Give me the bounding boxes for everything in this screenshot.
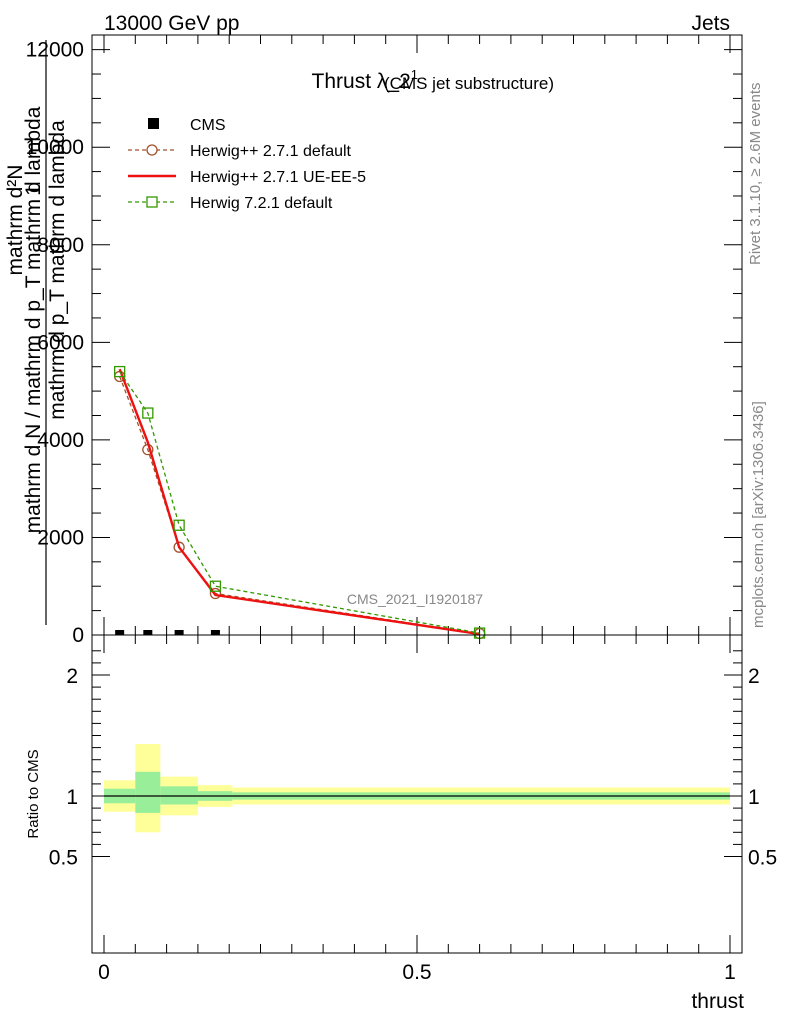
ratio-band-bin [135, 771, 161, 813]
y-label-denominator: mathrm d N / mathrm d p_T mathrm d lambd… [22, 106, 45, 533]
top-y-tick-label: 4000 [37, 429, 84, 452]
chart-subtitle: (CMS jet substructure) [384, 74, 554, 93]
y-label-extra: mathrm d p_T mathrm d lambda [46, 120, 69, 420]
ratio-y-tick-label: 2 [66, 665, 78, 688]
ratio-x-tick-label: 0 [98, 961, 110, 984]
legend-marker-cms [148, 118, 159, 129]
ratio-x-tick-label: 0.5 [402, 961, 431, 984]
cms-data-point [115, 630, 125, 635]
legend-label: Herwig++ 2.7.1 UE-EE-5 [190, 169, 366, 186]
ratio-band-bin [160, 786, 198, 805]
ratio-x-axis: 0 0.5 1 [98, 635, 736, 984]
legend-marker-square [146, 196, 158, 208]
ratio-y-tick-label: 0.5 [49, 847, 78, 870]
legend: CMS Herwig++ 2.7.1 default Herwig++ 2.7.1 … [128, 117, 366, 212]
top-y-tick-label: 12000 [26, 39, 84, 62]
top-y-axis: 0 2000 4000 6000 8000 10000 12000 [26, 39, 742, 647]
cms-data-point [143, 630, 153, 635]
top-y-tick-label: 6000 [37, 331, 84, 354]
header-left: 13000 GeV pp [104, 12, 239, 35]
legend-label: Herwig 7.2.1 default [190, 195, 333, 212]
ratio-y-label: Ratio to CMS [25, 749, 42, 838]
series-point-square [142, 407, 154, 419]
ratio-x-tick-label: 1 [724, 961, 736, 984]
top-y-label: 1 mathrm d N / mathrm d p_T mathrm d lam… [4, 40, 69, 625]
top-y-tick-label: 8000 [37, 234, 84, 257]
ratio-y-axis: 0.5 0.5 1 1 2 2 [49, 650, 777, 870]
series-point-square [114, 365, 126, 378]
x-axis-label: thrust [691, 990, 744, 1013]
legend-label: Herwig++ 2.7.1 default [190, 143, 352, 160]
mcplots-label: mcplots.cern.ch [arXiv:1306.3436] [750, 401, 767, 628]
series-point-square [173, 519, 185, 531]
y-label-top: 1 [22, 184, 45, 196]
y-label-numerator: mathrm d²N [4, 165, 27, 276]
ratio-bands [104, 743, 730, 833]
top-y-tick-label: 2000 [37, 526, 84, 549]
top-y-tick-label: 0 [72, 624, 84, 647]
ratio-y-tick-label-right: 1 [748, 786, 760, 809]
chart-title: Thrust λ_21 [312, 67, 418, 93]
series-point-circle [173, 541, 185, 553]
ratio-y-tick-label-right: 0.5 [748, 847, 777, 870]
series-line [118, 368, 480, 636]
series-point-square [209, 580, 222, 592]
rivet-label: Rivet 3.1.10, ≥ 2.6M events [747, 83, 764, 266]
legend-label: CMS [190, 117, 226, 134]
cms-data-point [210, 630, 220, 635]
ratio-y-tick-label: 1 [66, 786, 78, 809]
analysis-watermark: CMS_2021_I1920187 [347, 591, 483, 607]
series-line [119, 376, 480, 635]
legend-marker-circle [146, 144, 158, 156]
ratio-y-tick-label-right: 2 [748, 665, 760, 688]
series-point-circle [209, 587, 222, 600]
cms-data-point [174, 630, 184, 635]
series-layer [114, 365, 486, 640]
top-y-tick-label: 10000 [26, 136, 84, 159]
header-right: Jets [691, 12, 730, 35]
